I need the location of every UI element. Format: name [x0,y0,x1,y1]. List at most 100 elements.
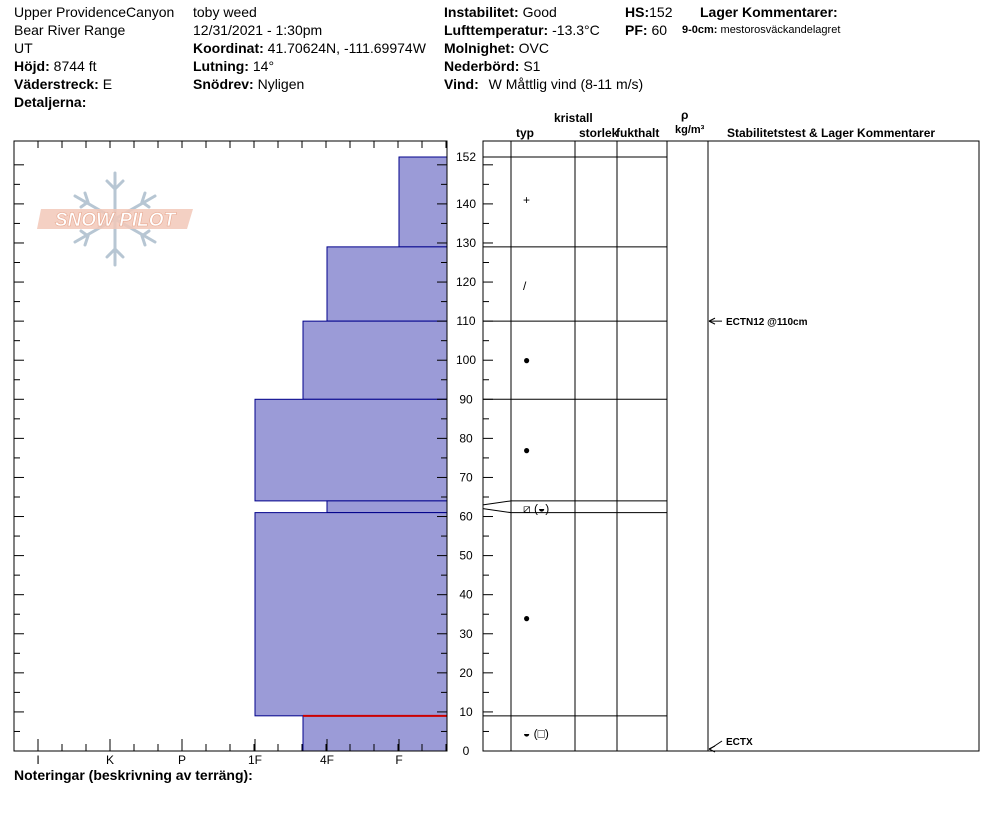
range: Bear River Range [14,22,126,38]
hardness-layer-0 [398,156,448,248]
col-crystal: kristall [554,111,593,125]
pf-value: 60 [651,22,668,38]
y-tick-label: 130 [456,236,476,250]
snowpilot-logo: SNOW PILOT [37,171,193,267]
precip-value: S1 [523,58,541,74]
hardness-layer-4 [326,500,448,514]
stability-test-0: ECTN12 @110cm [726,317,808,328]
y-tick-label: 30 [459,627,473,641]
hardness-layer-1 [326,246,448,322]
y-tick-label: 152 [456,150,476,164]
state: UT [14,40,33,56]
col-size: storlek [579,126,617,140]
crystal-symbol-3: ● [523,443,530,457]
layer-comment-range: 9-0cm: [682,24,718,36]
y-tick-label: 80 [459,431,473,445]
col-moisture: fukthalt [616,126,660,140]
details-label: Detaljerna: [14,94,87,110]
slope-value: 14° [252,58,275,74]
x-tick-label: I [36,753,39,767]
elevation-label: Höjd: [14,58,50,74]
boundary-connector-64 [482,500,512,506]
airtemp-value: -13.3°C [552,22,600,38]
layer-comments-label: Lager Kommentarer: [700,4,838,20]
y-tick-label: 120 [456,275,476,289]
sky-label: Molnighet: [444,40,515,56]
hs-value: 152 [649,4,673,20]
crystal-symbol-6: ◒ (□) [523,726,549,740]
drift-label: Snödrev: [193,76,254,92]
hs-label: HS: [625,4,650,20]
drift: Snödrev: Nyligen [193,76,304,92]
wind: Vind: W Måttlig vind (8-11 m/s) [444,76,643,92]
hardness-layer-5 [254,512,448,717]
layer-comment-text: mestorosväckandelagret [720,24,841,36]
y-tick-label: 50 [459,549,473,563]
crystal-symbol-4: ⧄ (◒) [523,502,549,516]
aspect: Väderstreck: E [14,76,112,92]
x-tick-label: 4F [320,753,334,767]
y-tick-label: 40 [459,588,473,602]
stability-test-1: ECTX [726,737,753,748]
x-tick-label: P [178,753,186,767]
elevation-value: 8744 ft [53,58,97,74]
notes-label: Noteringar (beskrivning av terräng): [14,767,253,783]
instability: Instabilitet: Good [444,4,557,20]
sky-cover: Molnighet: OVC [444,40,549,56]
layer-comment: 9-0cm: mestorosväckandelagret [682,24,840,37]
crystal-symbol-5: ● [523,611,530,625]
instability-label: Instabilitet: [444,4,519,20]
profile-frame [482,140,980,752]
instability-value: Good [522,4,557,20]
datetime: 12/31/2021 - 1:30pm [193,22,323,38]
pf: PF: 60 [625,22,667,38]
col-rho: ρ [681,108,689,122]
drift-value: Nyligen [257,76,305,92]
x-tick-label: K [106,753,114,767]
precipitation: Nederbörd: S1 [444,58,540,74]
boundary-connector-61 [482,508,512,514]
slope-label: Lutning: [193,58,249,74]
aspect-label: Väderstreck: [14,76,99,92]
crystal-symbol-1: / [523,279,527,293]
col-stability: Stabilitetstest & Lager Kommentarer [727,126,936,140]
aspect-value: E [102,76,113,92]
pf-label: PF: [625,22,648,38]
airtemp-label: Lufttemperatur: [444,22,549,38]
observer: toby weed [193,4,257,20]
coord-value: 41.70624N, -111.69974W [267,40,426,56]
col-type: typ [516,126,534,140]
hardness-layer-2 [302,320,448,400]
coord-label: Koordinat: [193,40,264,56]
air-temperature: Lufttemperatur: -13.3°C [444,22,600,38]
test-arrowhead-1 [708,745,716,753]
precip-label: Nederbörd: [444,58,520,74]
wind-label: Vind: [444,76,479,92]
y-tick-label: 0 [463,744,470,758]
crystal-symbol-2: ● [523,353,530,367]
y-tick-label: 60 [459,510,473,524]
y-tick-label: 100 [456,353,476,367]
hardness-layer-6 [302,715,448,752]
crystal-symbol-0: + [523,193,530,207]
y-tick-label: 20 [459,666,473,680]
location: Upper ProvidenceCanyon [14,4,175,20]
x-tick-label: F [395,753,402,767]
col-density-unit: kg/m³ [675,124,705,136]
slope: Lutning: 14° [193,58,274,74]
coordinates: Koordinat: 41.70624N, -111.69974W [193,40,426,56]
y-tick-label: 90 [459,392,473,406]
y-tick-label: 70 [459,470,473,484]
logo-text: SNOW PILOT [55,210,177,231]
elevation: Höjd: 8744 ft [14,58,96,74]
y-tick-label: 110 [456,314,475,328]
y-tick-label: 10 [459,705,473,719]
hs: HS:152 [625,4,672,20]
sky-value: OVC [518,40,549,56]
y-tick-label: 140 [456,197,476,211]
x-tick-label: 1F [248,753,262,767]
wind-value: W Måttlig vind (8-11 m/s) [488,76,644,92]
hardness-layer-3 [254,398,448,502]
test-arrowhead-0 [708,317,716,325]
